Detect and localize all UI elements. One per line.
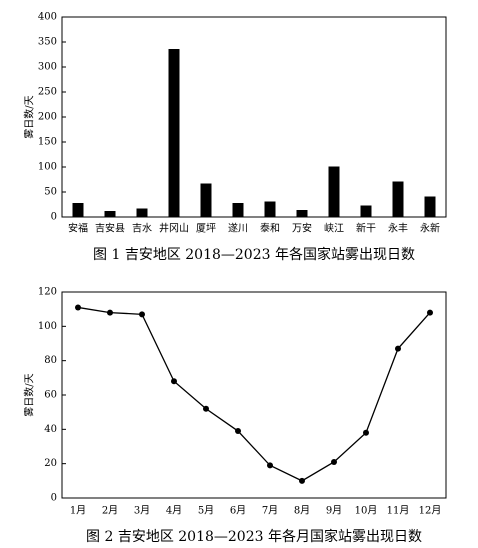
y-tick-label: 80	[44, 355, 57, 366]
y-tick-label: 100	[38, 162, 57, 173]
point	[299, 477, 305, 484]
x-tick-label: 安福	[68, 222, 88, 235]
y-axis-label: 雾日数/天	[23, 95, 36, 138]
bar	[104, 211, 116, 217]
point	[427, 309, 433, 316]
point	[139, 311, 145, 318]
x-tick-label: 1月	[70, 505, 86, 517]
x-tick-label: 吉水	[132, 223, 152, 235]
bar	[392, 181, 404, 217]
y-tick-label: 0	[51, 493, 57, 504]
bar	[200, 183, 212, 217]
point	[235, 428, 241, 435]
point	[267, 462, 273, 469]
y-axis-label: 雾日数/天	[23, 373, 36, 416]
x-tick-label: 厦坪	[196, 222, 216, 235]
bar	[296, 210, 308, 217]
y-tick-label: 100	[38, 321, 57, 332]
x-tick-label: 吉安县	[95, 222, 125, 235]
bar	[232, 203, 244, 217]
bar	[424, 196, 436, 217]
x-tick-label: 井冈山	[159, 222, 189, 235]
point	[75, 304, 81, 311]
y-tick-label: 0	[51, 212, 57, 223]
y-tick-label: 300	[38, 62, 57, 73]
x-tick-label: 2月	[102, 505, 118, 517]
y-tick-label: 400	[38, 12, 57, 23]
y-tick-label: 60	[44, 390, 57, 401]
line	[77, 306, 431, 482]
y-tick-label: 50	[44, 187, 57, 198]
x-tick-label: 12月	[419, 505, 442, 517]
x-tick-label: 永丰	[388, 222, 408, 235]
point	[395, 345, 401, 352]
point	[363, 429, 369, 436]
x-tick-label: 11月	[387, 505, 410, 517]
x-tick-label: 8月	[294, 505, 310, 517]
point	[331, 458, 337, 465]
y-tick-label: 40	[44, 424, 57, 435]
y-tick-label: 150	[38, 137, 57, 148]
point	[107, 309, 113, 316]
x-tick-label: 峡江	[324, 222, 344, 235]
x-tick-label: 9月	[326, 505, 342, 517]
x-tick-label: 新干	[356, 222, 376, 235]
bar	[360, 205, 372, 217]
bar	[72, 203, 84, 217]
x-tick-label: 遂川	[228, 222, 248, 235]
y-tick-label: 250	[38, 87, 57, 98]
x-tick-label: 5月	[198, 505, 214, 517]
x-tick-label: 4月	[166, 505, 182, 517]
bar	[328, 166, 340, 217]
y-tick-label: 350	[38, 37, 57, 48]
y-tick-label: 200	[38, 112, 57, 123]
caption: 图 2 吉安地区 2018—2023 年各月国家站雾出现日数	[86, 528, 422, 545]
plot-frame	[61, 291, 447, 499]
x-tick-label: 泰和	[260, 222, 280, 235]
x-tick-label: 7月	[262, 505, 278, 517]
bar	[136, 208, 148, 217]
x-tick-label: 10月	[355, 505, 378, 517]
y-tick-label: 20	[44, 458, 57, 469]
y-tick-label: 120	[38, 287, 57, 298]
x-tick-label: 永新	[420, 222, 440, 235]
point	[203, 405, 209, 412]
bar	[264, 201, 276, 217]
x-tick-label: 3月	[134, 505, 150, 517]
plot-frame	[61, 16, 447, 218]
point	[171, 378, 177, 385]
bar	[168, 49, 180, 217]
x-tick-label: 万安	[292, 222, 312, 235]
caption: 图 1 吉安地区 2018—2023 年各国家站雾出现日数	[93, 246, 415, 263]
x-tick-label: 6月	[230, 505, 246, 517]
